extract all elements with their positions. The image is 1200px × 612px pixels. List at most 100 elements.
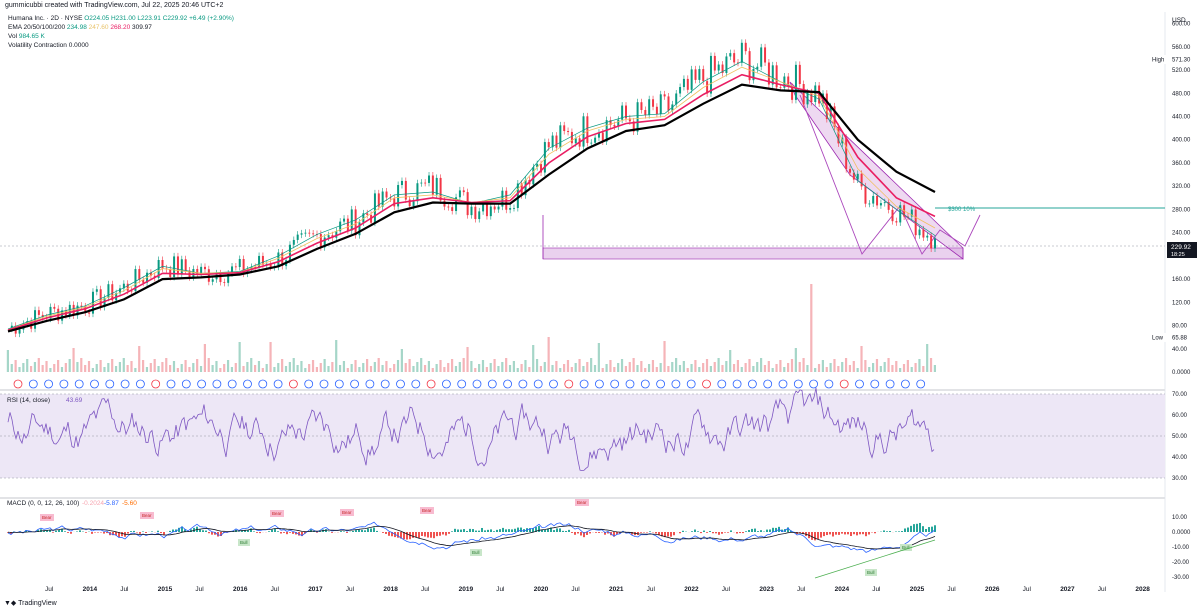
event-marker[interactable]	[365, 379, 375, 389]
macd-hist-bar	[841, 532, 843, 534]
event-marker[interactable]	[656, 379, 665, 389]
event-marker[interactable]	[166, 379, 176, 389]
macd-line[interactable]	[7, 521, 936, 553]
event-marker[interactable]	[855, 379, 864, 389]
event-marker[interactable]	[105, 379, 115, 389]
event-marker[interactable]	[334, 379, 344, 389]
event-marker[interactable]	[350, 379, 360, 389]
volume-bar	[624, 366, 627, 372]
event-marker[interactable]	[901, 379, 910, 389]
event-marker[interactable]	[181, 379, 191, 389]
rsi-line[interactable]	[7, 387, 935, 472]
event-marker[interactable]	[717, 379, 727, 389]
support-zone[interactable]	[542, 247, 964, 260]
event-marker[interactable]	[411, 379, 421, 389]
event-marker[interactable]	[625, 379, 635, 389]
volume-bar	[474, 368, 477, 372]
rsi-label[interactable]: RSI (14, close)	[7, 397, 50, 404]
event-marker[interactable]	[135, 379, 145, 389]
candle-body	[474, 206, 477, 220]
event-marker[interactable]	[13, 379, 23, 389]
event-marker[interactable]	[763, 379, 773, 389]
volume-bar	[895, 361, 898, 372]
macd-hist-bar	[211, 532, 213, 535]
event-marker[interactable]	[793, 379, 803, 389]
macd-label[interactable]: MACD (0, 0, 12, 26, 100)	[7, 500, 79, 507]
event-marker[interactable]	[824, 379, 834, 389]
macd-hist-bar	[109, 532, 111, 536]
event-marker[interactable]	[90, 379, 99, 389]
event-marker[interactable]	[870, 379, 880, 389]
event-marker[interactable]	[640, 379, 650, 389]
event-marker[interactable]	[380, 379, 390, 389]
volume-bar	[887, 358, 890, 372]
event-marker[interactable]	[44, 379, 53, 389]
event-marker[interactable]	[885, 379, 895, 389]
event-marker[interactable]	[457, 379, 467, 389]
ema-line-1[interactable]	[7, 61, 936, 330]
event-marker[interactable]	[74, 379, 84, 389]
event-marker[interactable]	[839, 379, 849, 389]
event-marker[interactable]	[671, 379, 681, 389]
candle-body	[648, 99, 651, 116]
macd-hist-bar	[310, 529, 312, 532]
event-marker[interactable]	[319, 379, 329, 389]
tradingview-brand[interactable]: ▼◆ TradingView	[4, 599, 57, 607]
signal-line[interactable]	[7, 525, 936, 550]
volume-bar	[493, 359, 496, 372]
falling-wedge[interactable]	[789, 81, 964, 260]
event-marker[interactable]	[579, 379, 589, 389]
ema-line-3[interactable]	[7, 73, 936, 331]
event-marker[interactable]	[916, 379, 926, 389]
event-marker[interactable]	[732, 379, 742, 389]
ema-label[interactable]: EMA 20/50/100/200	[8, 24, 66, 31]
event-marker[interactable]	[564, 379, 574, 389]
macd-hist-bar	[43, 530, 45, 532]
event-marker[interactable]	[595, 379, 604, 389]
event-marker[interactable]	[28, 379, 38, 389]
event-marker[interactable]	[120, 379, 130, 389]
event-marker[interactable]	[487, 379, 497, 389]
volume-bar	[10, 364, 13, 372]
ema-line-2[interactable]	[7, 66, 936, 330]
symbol-title[interactable]: Humana Inc. · 2D · NYSE	[8, 15, 83, 22]
vol-label[interactable]: Vol	[8, 33, 18, 40]
event-marker[interactable]	[809, 379, 818, 389]
event-marker[interactable]	[258, 379, 268, 389]
ema-line-4[interactable]	[7, 83, 936, 333]
volume-bar	[659, 363, 662, 372]
event-marker[interactable]	[503, 379, 513, 389]
event-marker[interactable]	[59, 379, 69, 389]
event-marker[interactable]	[396, 379, 405, 389]
event-marker[interactable]	[533, 379, 543, 389]
event-marker[interactable]	[472, 379, 482, 389]
event-marker[interactable]	[227, 379, 237, 389]
event-marker[interactable]	[748, 379, 757, 389]
candle-body	[323, 237, 326, 248]
event-marker[interactable]	[441, 379, 451, 389]
ema100-value: 268.20	[110, 24, 131, 31]
candle-body	[234, 266, 237, 268]
event-marker[interactable]	[702, 379, 711, 389]
volume-bar	[748, 359, 751, 372]
event-marker[interactable]	[197, 379, 207, 389]
event-marker[interactable]	[518, 379, 528, 389]
event-marker[interactable]	[610, 379, 620, 389]
event-marker[interactable]	[288, 379, 298, 389]
event-marker[interactable]	[243, 379, 252, 389]
vc-label[interactable]: Volatility Contraction	[8, 42, 67, 49]
projection-path[interactable]	[799, 94, 981, 255]
event-marker[interactable]	[549, 379, 558, 389]
volume-bar	[613, 367, 616, 372]
event-marker[interactable]	[426, 379, 436, 389]
event-marker[interactable]	[151, 379, 161, 389]
event-marker[interactable]	[212, 379, 222, 389]
macd-hist-bar	[784, 529, 786, 532]
volume-bar	[837, 366, 840, 372]
event-marker[interactable]	[304, 379, 314, 389]
event-marker[interactable]	[686, 379, 696, 389]
candle-body	[354, 209, 357, 236]
event-marker[interactable]	[273, 379, 283, 389]
event-marker[interactable]	[778, 379, 788, 389]
